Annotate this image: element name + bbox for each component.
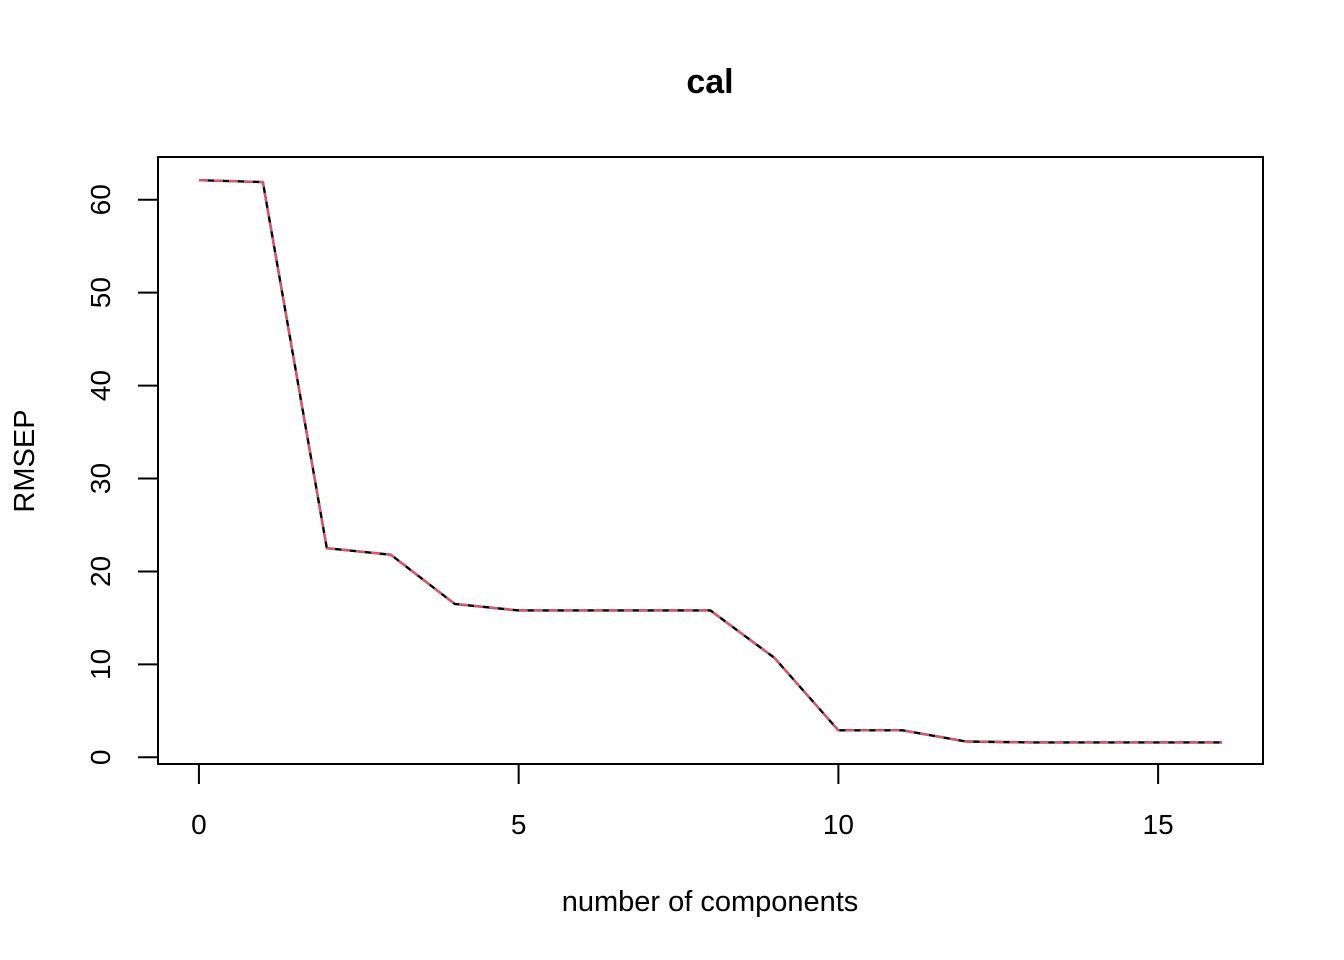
- x-tick-label: 5: [511, 809, 527, 840]
- y-axis-label: RMSEP: [9, 409, 41, 512]
- y-tick-label: 60: [85, 184, 116, 215]
- series-line-2: [198, 179, 1223, 744]
- y-tick-label: 10: [85, 649, 116, 680]
- y-axis: 0 10 20 30 40 50 60: [85, 184, 159, 766]
- x-axis: 0 5 10 15: [191, 763, 1174, 840]
- y-tick-label: 0: [85, 750, 116, 766]
- chart-title: cal: [686, 63, 733, 101]
- series-line-1: [198, 179, 1223, 744]
- x-tick-label: 10: [823, 809, 854, 840]
- y-tick-label: 50: [85, 277, 116, 308]
- y-tick-label: 30: [85, 463, 116, 494]
- y-tick-label: 40: [85, 370, 116, 401]
- series-layer: [198, 179, 1223, 744]
- x-axis-label: number of components: [562, 886, 859, 918]
- y-tick-label: 20: [85, 556, 116, 587]
- plot-frame: [157, 156, 1264, 765]
- x-tick-label: 15: [1143, 809, 1174, 840]
- x-tick-label: 0: [191, 809, 207, 840]
